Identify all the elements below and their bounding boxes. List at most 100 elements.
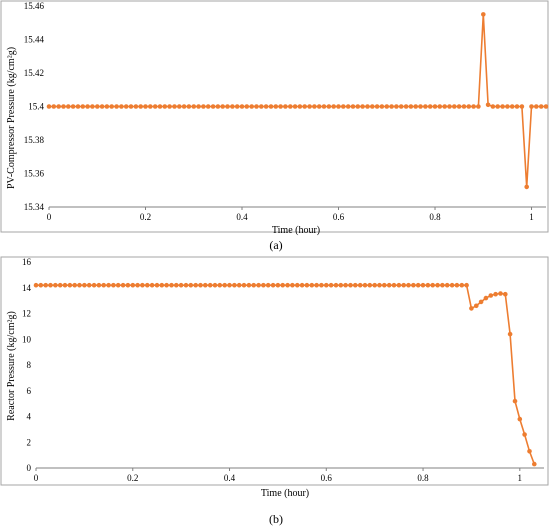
chart-a-data-point xyxy=(51,104,57,109)
chart-a-data-point xyxy=(423,104,428,109)
chart-a-data-point xyxy=(476,104,481,109)
chart-a-data-point xyxy=(413,104,419,109)
chart-a-data-point xyxy=(196,104,201,109)
chart-b-data-point xyxy=(498,291,503,296)
chart-a-data-point xyxy=(316,104,322,109)
chart-b-data-point xyxy=(391,282,397,288)
chart-a-data-point xyxy=(326,104,332,109)
chart-b-data-point xyxy=(86,282,92,288)
chart-b-data-point xyxy=(145,282,150,288)
chart-b-data-point xyxy=(261,282,266,288)
chart-a-data-point xyxy=(215,104,221,109)
chart-a-data-point xyxy=(138,104,143,109)
chart-a-data-point xyxy=(360,104,365,109)
chart-a-data-point xyxy=(104,104,110,109)
chart-b-x-tick-label: 0.2 xyxy=(127,473,138,483)
chart-a-data-point xyxy=(95,104,100,109)
chart-b-data-point xyxy=(174,282,179,288)
chart-a-x-tick-label: 0 xyxy=(47,212,52,222)
chart-a-data-point xyxy=(345,104,351,109)
chart-a-data-point xyxy=(355,104,361,109)
chart-b-x-tick-label: 0.8 xyxy=(417,473,429,483)
chart-b-data-point xyxy=(527,449,532,454)
chart-a-y-tick-label: 15.4 xyxy=(28,102,44,112)
chart-b-data-point xyxy=(222,282,227,288)
chart-a-data-point xyxy=(529,104,534,109)
chart-a-data-point xyxy=(234,104,240,109)
chart-b-y-tick-label: 0 xyxy=(27,463,32,473)
chart-a-data-point xyxy=(254,104,259,109)
chart-a-data-point xyxy=(418,104,423,109)
chart-a-data-point xyxy=(312,104,317,109)
chart-a-data-point xyxy=(519,104,525,109)
chart-a-data-point xyxy=(288,104,293,109)
chart-b-data-point xyxy=(154,282,160,288)
chart-a-x-tick-label: 0.6 xyxy=(333,212,345,222)
chart-a-data-point xyxy=(239,104,245,109)
chart-a-data-point xyxy=(56,104,61,109)
chart-a-y-tick-label: 15.44 xyxy=(24,35,45,45)
chart-b-data-point xyxy=(309,282,315,288)
chart-a-data-point xyxy=(374,104,380,109)
chart-b-data-point xyxy=(357,282,363,288)
chart-b-data-point xyxy=(532,461,537,467)
chart-b-data-point xyxy=(275,282,281,288)
chart-a-data-point xyxy=(336,104,341,109)
chart-b-data-point xyxy=(411,282,416,288)
chart-a-data-point xyxy=(249,104,254,109)
chart-a-data-point xyxy=(514,104,520,109)
chart-b-data-point xyxy=(91,282,97,288)
chart-a-data-point xyxy=(85,104,90,109)
chart-a-data-point xyxy=(119,104,124,109)
chart-b-data-point xyxy=(203,282,208,288)
chart-a-data-point xyxy=(331,104,337,109)
chart-a-data-point xyxy=(505,104,510,109)
chart-b-series xyxy=(33,282,537,467)
chart-a-data-point xyxy=(485,102,491,108)
chart-a-y-tick-label: 15.42 xyxy=(24,68,44,78)
chart-b-y-tick-label: 10 xyxy=(22,334,32,344)
chart-b-data-point xyxy=(348,282,353,288)
chart-a-data-point xyxy=(80,104,86,109)
chart-a-panel-label: (a) xyxy=(269,238,282,252)
chart-a-data-point xyxy=(524,184,529,190)
chart-b-x-tick-label: 0 xyxy=(34,473,39,483)
chart-b-data-point xyxy=(178,282,184,288)
chart-b-data-point xyxy=(265,282,271,288)
chart-a-data-point xyxy=(75,104,81,109)
chart-b-data-point xyxy=(135,282,140,288)
chart-a-data-point xyxy=(46,104,52,109)
chart-b-data-point xyxy=(415,282,421,288)
chart-a-data-point xyxy=(403,104,409,109)
chart-b-data-point xyxy=(67,282,73,288)
chart-a-data-point xyxy=(123,104,129,109)
chart-b-data-point xyxy=(328,282,334,288)
chart-b-data-point xyxy=(319,282,324,288)
chart-b-data-point xyxy=(290,282,295,288)
chart-a-data-point xyxy=(389,104,394,109)
chart-b-x-axis-title: Time (hour) xyxy=(261,488,309,499)
chart-b-y-axis-title: Reactor Pressure (kg/cm²g) xyxy=(6,311,17,421)
chart-a-border xyxy=(0,0,549,233)
chart-a-y-tick-label: 15.46 xyxy=(24,1,45,11)
chart-a-series xyxy=(46,12,549,190)
chart-a-y-axis-title: PV-Compressor Pressure (kg/cm²g) xyxy=(6,47,17,189)
chart-a-data-point xyxy=(167,104,172,109)
chart-a-data-point xyxy=(278,104,283,109)
chart-a-data-point xyxy=(452,104,457,109)
chart-a-data-point xyxy=(379,104,385,109)
chart-a-data-point xyxy=(350,104,356,109)
chart-b-data-point xyxy=(43,282,48,288)
chart-a-data-point xyxy=(220,104,225,109)
chart-b-data-point xyxy=(164,282,169,288)
chart-b-data-point xyxy=(512,398,518,404)
chart-b-data-point xyxy=(295,282,300,288)
chart-b-data-point xyxy=(207,282,213,288)
chart-b-data-point xyxy=(338,282,344,288)
chart-a-data-point xyxy=(302,104,308,109)
chart-a-data-point xyxy=(341,104,346,109)
chart-b-data-point xyxy=(82,282,87,288)
chart-b-data-point xyxy=(217,282,223,288)
chart-b-data-point xyxy=(270,282,276,288)
